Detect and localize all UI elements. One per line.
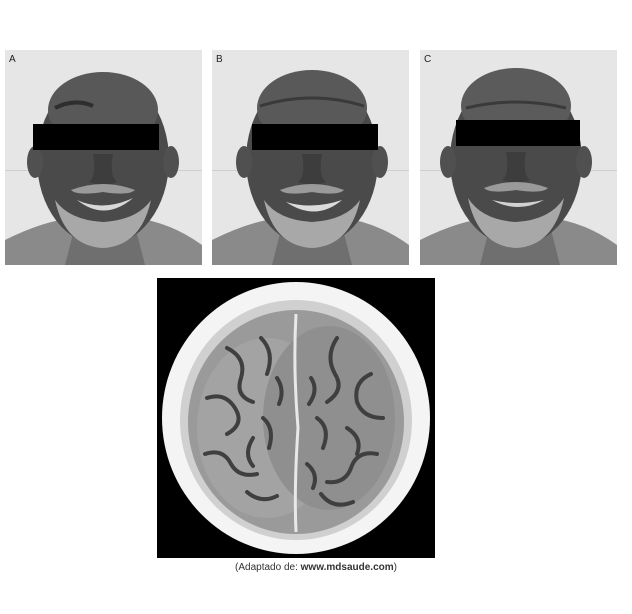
panel-label-c: C — [424, 54, 432, 65]
patient-photo-b: B — [212, 50, 409, 265]
face-figure-b — [212, 50, 409, 265]
caption-source-url: www.mdsaude.com — [300, 562, 394, 573]
caption-open-paren: ( — [235, 562, 239, 573]
patient-photo-c: C — [420, 50, 617, 265]
panel-label-b: B — [216, 54, 223, 65]
face-figure-c — [420, 50, 617, 265]
brain-ct-scan — [157, 278, 435, 558]
patient-photo-a: A — [5, 50, 202, 265]
image-caption: (Adaptado de: www.mdsaude.com) — [0, 562, 632, 573]
brain-ct-figure — [157, 278, 435, 558]
panel-label-a: A — [9, 54, 16, 65]
caption-close-paren: ) — [393, 562, 397, 573]
caption-prefix: Adaptado de: — [238, 562, 301, 573]
face-figure-a — [5, 50, 202, 265]
